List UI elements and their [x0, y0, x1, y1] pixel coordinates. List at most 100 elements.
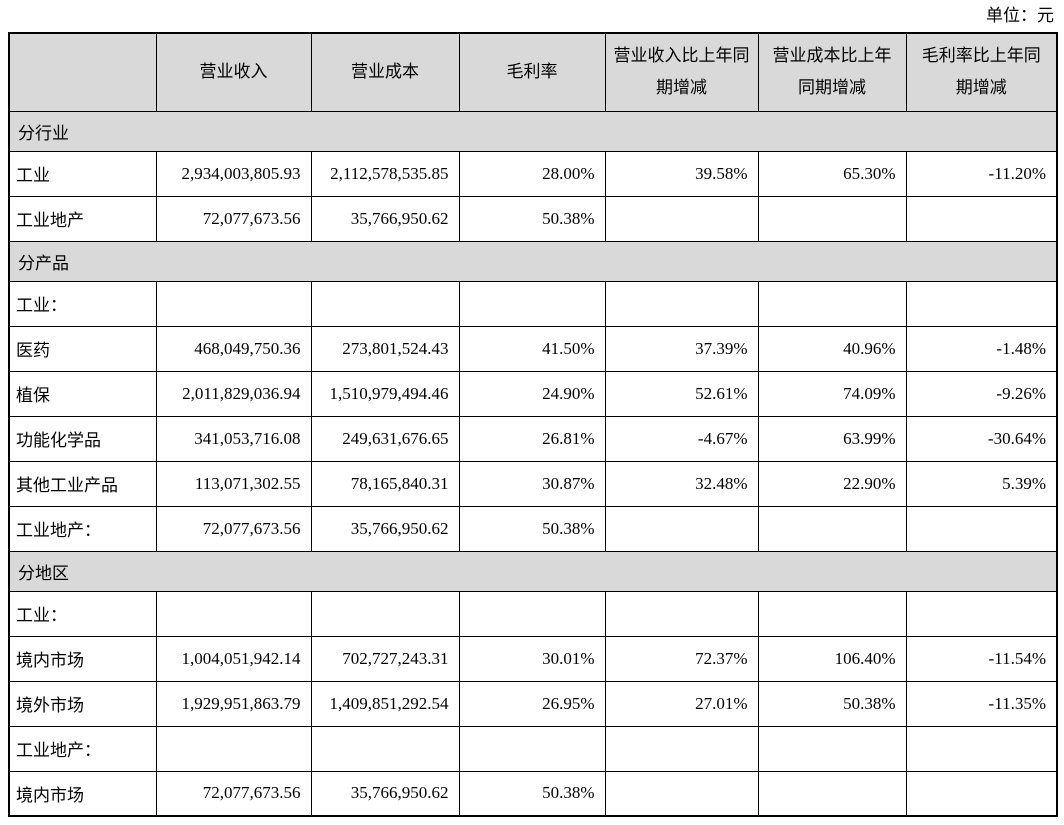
cell-value: 1,929,951,863.79 [155, 680, 312, 727]
table-header-row: 营业收入 营业成本 毛利率 营业收入比上年同期增减 营业成本比上年同期增减 毛利率比上年同… [8, 32, 1058, 112]
cell-value [757, 195, 907, 242]
row-label: 功能化学品 [8, 415, 157, 462]
corner-header [8, 32, 157, 112]
row-label: 工业地产 [8, 195, 157, 242]
table-row: 医药 468,049,750.36 273,801,524.43 41.50% 37.3… [8, 325, 1058, 372]
table-row: 境外市场 1,929,951,863.79 1,409,851,292.54 26.9… [8, 680, 1058, 727]
cell-value [905, 770, 1058, 817]
row-label: 境外市场 [8, 680, 157, 727]
cell-value: 106.40% [757, 635, 907, 682]
cell-value: 26.95% [458, 680, 606, 727]
cell-value [155, 725, 312, 772]
cell-value: 1,409,851,292.54 [310, 680, 460, 727]
cell-value: 50.38% [757, 680, 907, 727]
cell-value: -4.67% [604, 415, 759, 462]
cell-value [604, 770, 759, 817]
cell-value [604, 195, 759, 242]
cell-value [604, 590, 759, 637]
cell-value [757, 590, 907, 637]
cell-value: 2,112,578,535.85 [310, 150, 460, 197]
column-header: 毛利率 [458, 32, 606, 112]
cell-value: 41.50% [458, 325, 606, 372]
cell-value: 2,011,829,036.94 [155, 370, 312, 417]
row-label: 医药 [8, 325, 157, 372]
table-row: 工业： [8, 590, 1058, 637]
cell-value [310, 590, 460, 637]
cell-value: 22.90% [757, 460, 907, 507]
cell-value: 63.99% [757, 415, 907, 462]
cell-value: 35,766,950.62 [310, 770, 460, 817]
table-row: 工业地产： 72,077,673.56 35,766,950.62 50.38% [8, 505, 1058, 552]
cell-value: 30.01% [458, 635, 606, 682]
cell-value: -30.64% [905, 415, 1058, 462]
table-row: 工业： [8, 280, 1058, 327]
row-label: 植保 [8, 370, 157, 417]
cell-value: 37.39% [604, 325, 759, 372]
row-label: 境内市场 [8, 770, 157, 817]
cell-value: 273,801,524.43 [310, 325, 460, 372]
cell-value: 72.37% [604, 635, 759, 682]
table-row: 功能化学品 341,053,716.08 249,631,676.65 26.81% -… [8, 415, 1058, 462]
cell-value: 24.90% [458, 370, 606, 417]
cell-value [757, 725, 907, 772]
cell-value [757, 505, 907, 552]
cell-value: 468,049,750.36 [155, 325, 312, 372]
cell-value [155, 280, 312, 327]
table-row: 工业地产 72,077,673.56 35,766,950.62 50.38% [8, 195, 1058, 242]
cell-value: 702,727,243.31 [310, 635, 460, 682]
cell-value: 249,631,676.65 [310, 415, 460, 462]
cell-value [905, 195, 1058, 242]
financial-table: 营业收入 营业成本 毛利率 营业收入比上年同期增减 营业成本比上年同期增减 毛利率比上年同… [8, 32, 1058, 817]
cell-value: 52.61% [604, 370, 759, 417]
cell-value: 35,766,950.62 [310, 505, 460, 552]
row-label: 工业： [8, 590, 157, 637]
section-row: 分地区 [8, 550, 1058, 592]
table-body: 分行业 工业 2,934,003,805.93 2,112,578,535.85 28.… [8, 110, 1058, 817]
cell-value: 26.81% [458, 415, 606, 462]
column-header: 营业成本比上年同期增减 [757, 32, 907, 112]
cell-value: 28.00% [458, 150, 606, 197]
cell-value [905, 725, 1058, 772]
cell-value: -11.35% [905, 680, 1058, 727]
column-header: 毛利率比上年同期增减 [905, 32, 1058, 112]
table-row: 工业地产： [8, 725, 1058, 772]
cell-value [310, 280, 460, 327]
cell-value [757, 280, 907, 327]
cell-value [905, 590, 1058, 637]
cell-value: 35,766,950.62 [310, 195, 460, 242]
column-header: 营业成本 [310, 32, 460, 112]
cell-value: 2,934,003,805.93 [155, 150, 312, 197]
cell-value: 32.48% [604, 460, 759, 507]
table-head: 营业收入 营业成本 毛利率 营业收入比上年同期增减 营业成本比上年同期增减 毛利率比上年同… [8, 32, 1058, 112]
table-row: 境内市场 1,004,051,942.14 702,727,243.31 30.01%… [8, 635, 1058, 682]
row-label: 工业 [8, 150, 157, 197]
section-row: 分行业 [8, 110, 1058, 152]
row-label: 工业： [8, 280, 157, 327]
cell-value: 1,004,051,942.14 [155, 635, 312, 682]
cell-value: 5.39% [905, 460, 1058, 507]
cell-value: 1,510,979,494.46 [310, 370, 460, 417]
cell-value: 65.30% [757, 150, 907, 197]
cell-value: -1.48% [905, 325, 1058, 372]
cell-value: 40.96% [757, 325, 907, 372]
unit-label: 单位：元 [986, 6, 1054, 25]
cell-value: 39.58% [604, 150, 759, 197]
cell-value [757, 770, 907, 817]
cell-value: 74.09% [757, 370, 907, 417]
cell-value: 27.01% [604, 680, 759, 727]
cell-value [604, 280, 759, 327]
cell-value: 30.87% [458, 460, 606, 507]
cell-value: 50.38% [458, 195, 606, 242]
column-header: 营业收入 [155, 32, 312, 112]
cell-value: -11.20% [905, 150, 1058, 197]
table-row: 植保 2,011,829,036.94 1,510,979,494.46 24.90%… [8, 370, 1058, 417]
cell-value: 72,077,673.56 [155, 770, 312, 817]
cell-value [458, 725, 606, 772]
cell-value: 78,165,840.31 [310, 460, 460, 507]
cell-value [604, 505, 759, 552]
cell-value [458, 590, 606, 637]
cell-value: 341,053,716.08 [155, 415, 312, 462]
row-label: 其他工业产品 [8, 460, 157, 507]
section-label: 分行业 [8, 110, 1058, 152]
